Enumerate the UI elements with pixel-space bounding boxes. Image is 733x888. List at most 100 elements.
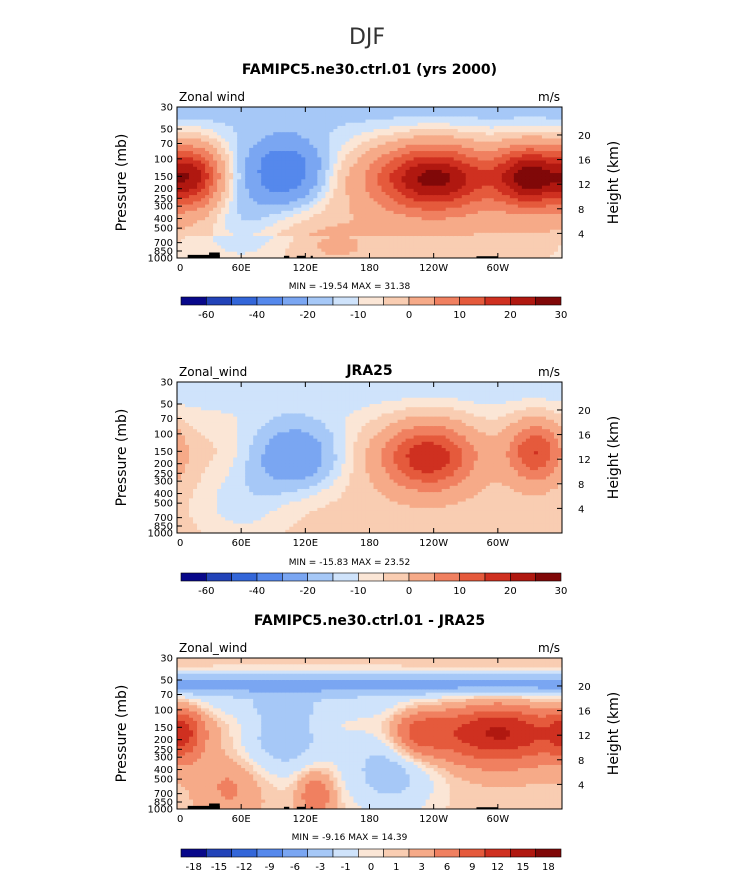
field-cell (337, 185, 343, 190)
field-cell (197, 501, 202, 506)
field-cell (485, 119, 491, 124)
field-cell (209, 220, 214, 224)
field-cell (537, 251, 543, 256)
field-cell (201, 242, 206, 247)
field-cell (197, 476, 202, 481)
colorbar-swatch (307, 296, 334, 306)
field-cell (325, 113, 330, 118)
field-cell (397, 195, 403, 199)
field-cell (509, 232, 515, 237)
field-cell (417, 179, 423, 184)
field-cell (505, 188, 511, 193)
field-cell (273, 235, 278, 240)
field-cell (205, 110, 210, 114)
field-cell (345, 182, 351, 187)
field-cell (257, 144, 262, 149)
field-cell (449, 251, 455, 256)
field-cell (541, 251, 547, 256)
field-cell (449, 119, 455, 124)
field-cell (553, 138, 559, 143)
field-cell (225, 160, 230, 165)
field-cell (201, 388, 206, 393)
field-cell (229, 239, 234, 243)
field-cell (181, 419, 186, 424)
field-cell (377, 141, 383, 146)
field-cell (189, 232, 194, 237)
field-cell (293, 179, 298, 184)
field-cell (277, 151, 282, 155)
field-cell (281, 141, 286, 146)
field-cell (557, 132, 562, 136)
field-cell (333, 254, 339, 258)
field-cell (525, 122, 531, 127)
field-cell (205, 135, 210, 140)
field-cell (305, 210, 310, 215)
field-cell (345, 195, 351, 199)
field-cell (513, 147, 519, 152)
field-cell (225, 151, 230, 155)
field-cell (205, 160, 210, 165)
field-cell (497, 147, 503, 152)
field-cell (285, 239, 290, 243)
field-cell (465, 166, 471, 171)
field-cell (377, 185, 383, 190)
field-cell (501, 169, 507, 174)
field-cell (185, 107, 190, 111)
field-cell (489, 191, 495, 196)
field-cell (253, 195, 258, 199)
field-cell (257, 157, 262, 162)
field-cell (249, 176, 254, 180)
field-cell (397, 107, 403, 111)
field-cell (481, 239, 487, 243)
field-cell (325, 198, 330, 202)
field-cell (461, 195, 467, 199)
field-cell (557, 254, 562, 258)
field-cell (369, 188, 375, 193)
field-cell (249, 125, 254, 130)
field-cell (265, 239, 270, 243)
x-tick-label: 0 (177, 263, 183, 274)
field-cell (289, 166, 294, 171)
field-cell (537, 232, 543, 237)
field-cell (345, 135, 351, 140)
field-cell (289, 125, 294, 130)
field-cell (505, 226, 511, 231)
field-cell (285, 122, 290, 127)
field-cell (557, 141, 562, 146)
field-cell (469, 151, 475, 155)
field-cell (413, 176, 419, 180)
field-cell (245, 229, 250, 234)
field-cell (313, 125, 318, 130)
field-cell (541, 173, 547, 177)
field-cell (421, 251, 427, 256)
field-cell (357, 151, 363, 155)
field-cell (233, 191, 238, 196)
field-cell (193, 147, 198, 152)
field-cell (497, 113, 503, 118)
field-cell (481, 107, 487, 111)
field-cell (497, 207, 503, 212)
field-cell (205, 213, 210, 218)
field-cell (313, 223, 318, 228)
field-cell (529, 188, 535, 193)
field-cell (529, 119, 535, 124)
field-cell (197, 448, 202, 452)
field-cell (425, 204, 431, 209)
field-cell (445, 176, 451, 180)
field-cell (557, 116, 562, 121)
field-cell (469, 116, 475, 121)
field-cell (269, 207, 274, 212)
field-cell (233, 147, 238, 152)
field-cell (397, 235, 403, 240)
field-cell (401, 185, 407, 190)
field-cell (241, 248, 246, 253)
field-cell (181, 495, 186, 499)
field-cell (177, 173, 182, 177)
field-cell (317, 201, 322, 206)
field-cell (469, 110, 475, 114)
field-cell (273, 107, 278, 111)
field-cell (389, 188, 395, 193)
field-cell (301, 185, 306, 190)
field-cell (329, 138, 335, 143)
field-cell (529, 251, 535, 256)
